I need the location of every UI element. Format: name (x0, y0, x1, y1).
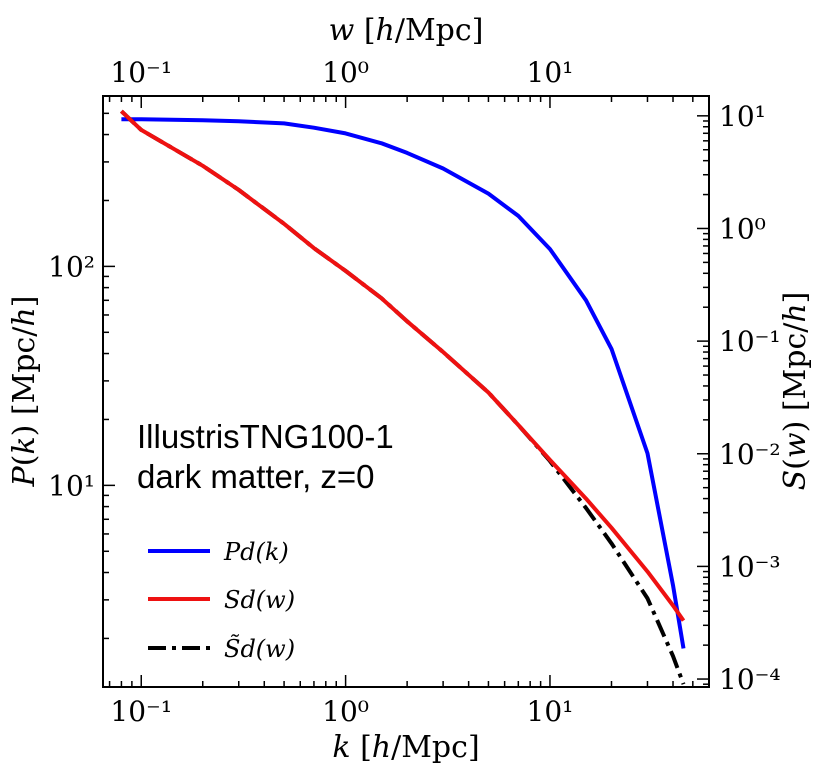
series-line-0 (121, 117, 686, 649)
y-tick-label: 10¹ (48, 469, 95, 502)
top-tick-label: 10¹ (527, 56, 574, 89)
x-tick-label: 10⁻¹ (110, 695, 172, 728)
legend-label-pd: Pd(k) (223, 538, 289, 566)
right-axis-title: S(w) [Mpc/h] (778, 292, 813, 491)
annotation-line-1: IllustrisTNG100-1 (137, 418, 394, 455)
top-tick-label: 10⁰ (322, 56, 369, 89)
legend-label-sd: Sd(w) (224, 586, 295, 614)
y-tick-label: 10² (48, 250, 95, 283)
right-tick-label: 10⁰ (719, 212, 766, 245)
right-tick-label: 10¹ (719, 100, 766, 133)
series-line-1 (120, 109, 686, 622)
bottom-axis-title: k [h/Mpc] (332, 730, 479, 765)
right-tick-label: 10⁻² (719, 438, 781, 471)
right-tick-label: 10⁻³ (719, 550, 781, 583)
left-axis-title: P(k) [Mpc/h] (7, 296, 42, 488)
ticks: 10⁻¹ 10⁰ 10¹ 10⁻¹ 10⁰ 10¹ 10¹ 10² 10⁻⁴ 10⁻³ 10⁻² 10… (48, 56, 781, 728)
legend: Pd(k) Sd(w) S̃d(w) (148, 538, 295, 663)
plot-frame (102, 95, 710, 688)
x-tick-label: 10¹ (527, 695, 574, 728)
x-tick-label: 10⁰ (322, 695, 369, 728)
top-tick-label: 10⁻¹ (110, 56, 172, 89)
right-tick-label: 10⁻⁴ (719, 663, 781, 696)
top-axis-title: w [h/Mpc] (329, 13, 484, 48)
legend-label-sd-tilde: S̃d(w) (224, 635, 295, 663)
annotation-line-2: dark matter, z=0 (137, 458, 375, 495)
right-tick-label: 10⁻¹ (719, 325, 781, 358)
series-layer (120, 109, 686, 685)
